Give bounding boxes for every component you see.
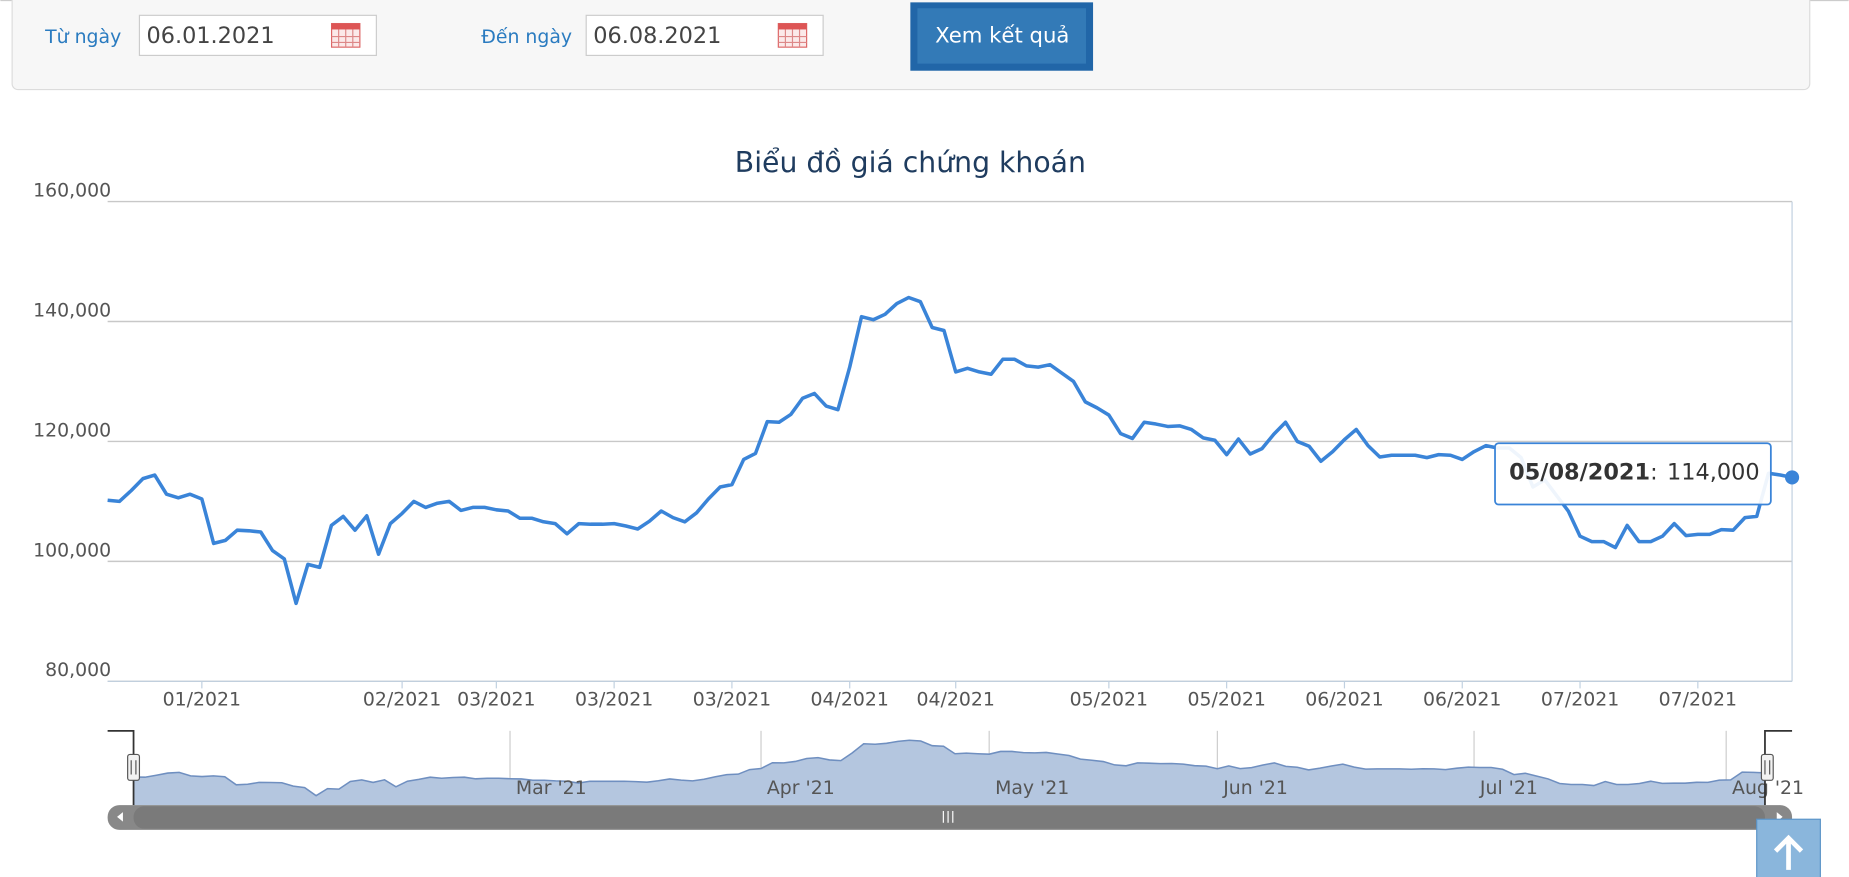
x-tick-label: 03/2021 [457,689,535,711]
navigator-handle-grip [130,760,137,775]
from-value: 06.01.2021 [147,23,275,49]
navigator-tick-label: Mar '21 [516,777,587,799]
navigator-line [133,739,1765,797]
submit-button[interactable] [917,8,1086,64]
x-tick-label: 06/2021 [1305,689,1383,711]
hover-point [1784,470,1800,485]
tooltip-value: 114,000 [1667,459,1760,485]
chart-title: Biểu đồ giá chứng khoán [735,146,1086,179]
calendar-icon[interactable] [777,22,808,48]
scroll-top-arrow [1773,834,1804,870]
navigator-handle[interactable] [127,753,141,781]
x-tick-label: 05/2021 [1070,689,1148,711]
x-tick-label: 05/2021 [1187,689,1265,711]
navigator-tick-label: May '21 [995,777,1069,799]
y-tick-label: 80,000 [45,659,111,681]
y-tick-label: 140,000 [33,299,111,321]
x-tick-label: 03/2021 [693,689,771,711]
x-tick-label: 01/2021 [163,689,241,711]
tooltip-separator: : [1650,459,1658,485]
x-tick-label: 03/2021 [575,689,653,711]
tooltip-box [1494,442,1772,506]
to-value: 06.08.2021 [593,23,721,49]
plot: 80,000 100,000 120,000 140,000 160,000 01/202… [33,179,1804,830]
navigator-area [133,740,1765,806]
submit-label[interactable]: Xem kết quả [935,24,1069,49]
y-tick-label: 120,000 [33,419,111,441]
navigator-handle-grip [1764,760,1771,775]
scrollbar-grip [942,810,954,823]
y-tick-label: 100,000 [33,539,111,561]
calendar-icon[interactable] [330,22,361,48]
scrollbar-thumb[interactable] [133,806,1765,829]
x-tick-label: 06/2021 [1423,689,1501,711]
tooltip-date: 05/08/2021 [1509,459,1650,485]
y-tick-label: 160,000 [33,179,111,201]
x-tick-label: 07/2021 [1659,689,1737,711]
to-label: Đến ngày [481,26,572,48]
x-tick-label: 04/2021 [917,689,995,711]
navigator-tick-label: Jun '21 [1222,777,1288,799]
x-tick-label: 04/2021 [811,689,889,711]
navigator-tick-label: Aug '21 [1732,777,1804,799]
x-tick-label: 07/2021 [1541,689,1619,711]
navigator-tick-label: Apr '21 [767,777,835,799]
scrollbar-arrow [117,812,123,822]
navigator-tick-label: Jul '21 [1479,777,1538,799]
tooltip-text: 05/08/2021: 114,000 [1509,459,1759,485]
navigator-handle[interactable] [1760,753,1774,781]
x-tick-label: 02/2021 [363,689,441,711]
from-label: Từ ngày [44,26,121,48]
